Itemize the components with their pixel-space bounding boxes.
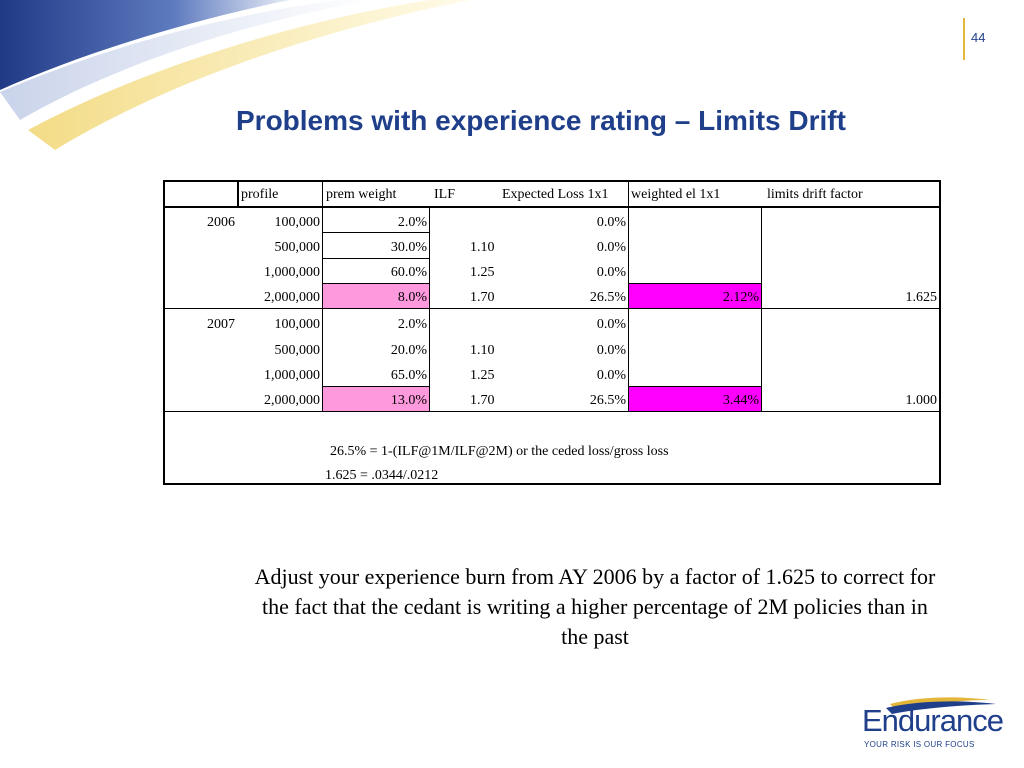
table-cell: 8.0% (397, 290, 427, 305)
table-cell: 0.0% (596, 343, 626, 358)
year-2006: 2006 (207, 215, 235, 230)
highlight-2007-weighted-el (629, 387, 761, 411)
slide-title: Problems with experience rating – Limits… (236, 105, 846, 136)
grid-line (322, 386, 429, 387)
header-expected-loss: Expected Loss 1x1 (502, 187, 609, 202)
page-number: 44 (971, 30, 986, 45)
header-swoosh-graphic (0, 0, 470, 150)
grid-line (165, 411, 939, 412)
highlight-2007-prem-weight (323, 387, 429, 411)
table-cell: 2.0% (397, 215, 427, 230)
grid-line (165, 308, 939, 309)
highlight-2006-weighted-el (629, 284, 761, 308)
header-weighted-el: weighted el 1x1 (631, 187, 721, 202)
grid-line (628, 283, 762, 284)
logo-tagline: YOUR RISK IS OUR FOCUS (864, 740, 975, 749)
grid-line (429, 208, 430, 411)
highlight-2006-prem-weight (323, 284, 429, 308)
table-cell: 1.70 (470, 290, 495, 305)
endurance-logo-swoosh (886, 697, 996, 714)
table-cell: 26.5% (589, 290, 626, 305)
table-cell: 2.12% (722, 290, 759, 305)
grid-line (237, 182, 239, 206)
table-cell: 2,000,000 (264, 393, 320, 408)
table-cell: 20.0% (390, 343, 427, 358)
grid-line (628, 182, 629, 411)
table-cell: 65.0% (390, 368, 427, 383)
table-cell: 500,000 (274, 240, 321, 255)
grid-line (322, 283, 429, 284)
header-limits-drift: limits drift factor (767, 187, 863, 202)
table-cell: 1,000,000 (264, 265, 320, 280)
header-divider (165, 206, 939, 208)
table-cell: 1.10 (470, 240, 495, 255)
table-cell: 1.70 (470, 393, 495, 408)
table-cell: 2.0% (397, 317, 427, 332)
logo-wordmark: Endurance (862, 703, 1004, 738)
table-cell: 500,000 (274, 343, 321, 358)
table-cell: 1,000,000 (264, 368, 320, 383)
table-cell: 0.0% (596, 368, 626, 383)
page-number-divider (963, 18, 965, 60)
table-cell: 100,000 (274, 317, 321, 332)
table-cell: 60.0% (390, 265, 427, 280)
table-cell: 13.0% (390, 393, 427, 408)
table-cell: 1.10 (470, 343, 495, 358)
table-cell: 0.0% (596, 240, 626, 255)
header-prem-weight: prem weight (326, 187, 397, 202)
table-cell: 0.0% (596, 265, 626, 280)
limits-drift-2006: 1.625 (905, 290, 938, 305)
year-2007: 2007 (207, 317, 235, 332)
grid-line (628, 386, 762, 387)
formula-note: 26.5% = 1-(ILF@1M/ILF@2M) or the ceded l… (330, 444, 669, 459)
factor-note: 1.625 = .0344/.0212 (325, 468, 439, 483)
table-cell: 0.0% (596, 215, 626, 230)
grid-line (322, 232, 429, 233)
grid-line (322, 182, 323, 411)
limits-drift-table: profile prem weight ILF Expected Loss 1x… (163, 180, 941, 485)
header-profile: profile (241, 187, 279, 202)
header-ilf: ILF (434, 187, 455, 202)
table-cell: 3.44% (722, 393, 759, 408)
table-cell: 100,000 (274, 215, 321, 230)
grid-line (322, 258, 429, 259)
table-cell: 0.0% (596, 317, 626, 332)
table-cell: 1.25 (470, 265, 495, 280)
table-cell: 2,000,000 (264, 290, 320, 305)
body-text: Adjust your experience burn from AY 2006… (254, 564, 936, 649)
limits-drift-2007: 1.000 (905, 393, 938, 408)
grid-line (761, 208, 762, 411)
table-cell: 1.25 (470, 368, 495, 383)
table-cell: 30.0% (390, 240, 427, 255)
table-cell: 26.5% (589, 393, 626, 408)
